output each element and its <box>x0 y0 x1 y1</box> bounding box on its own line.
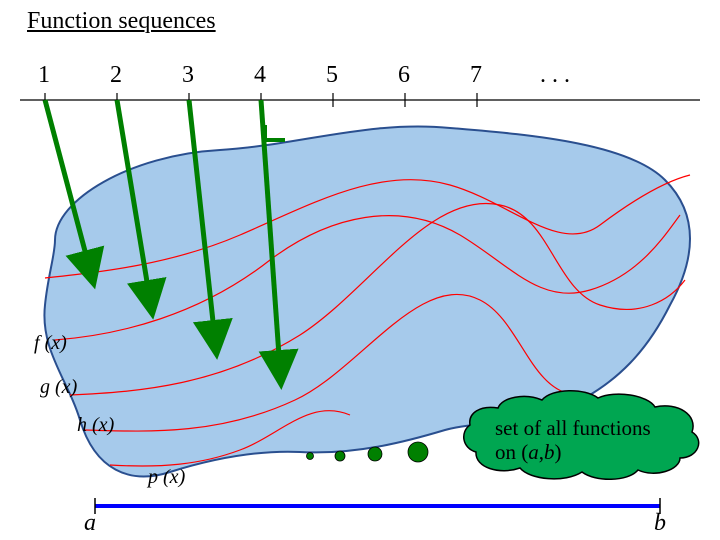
number-label-7: 7 <box>470 62 482 89</box>
function-label: h (x) <box>77 414 114 437</box>
function-label: g (x) <box>40 376 77 399</box>
number-label-3: 3 <box>182 62 194 89</box>
number-label-5: 5 <box>326 62 338 89</box>
function-label: f (x) <box>34 332 67 355</box>
callout-text-line2: on (a,b) <box>495 440 562 465</box>
callout-text-line1: set of all functions <box>495 416 651 441</box>
interval-label-b: b <box>654 510 666 537</box>
function-label: p (x) <box>148 466 185 489</box>
interval-label-a: a <box>84 510 96 537</box>
number-label-2: 2 <box>110 62 122 89</box>
number-label-4: 4 <box>254 62 266 89</box>
number-line-dots: . . . <box>540 62 570 89</box>
title: Function sequences <box>27 8 216 35</box>
diagram-svg <box>0 0 720 540</box>
diagram-stage: Function sequences 1 2 3 4 5 6 7 . . . f (x) g … <box>0 0 720 540</box>
number-label-6: 6 <box>398 62 410 89</box>
number-label-1: 1 <box>38 62 50 89</box>
